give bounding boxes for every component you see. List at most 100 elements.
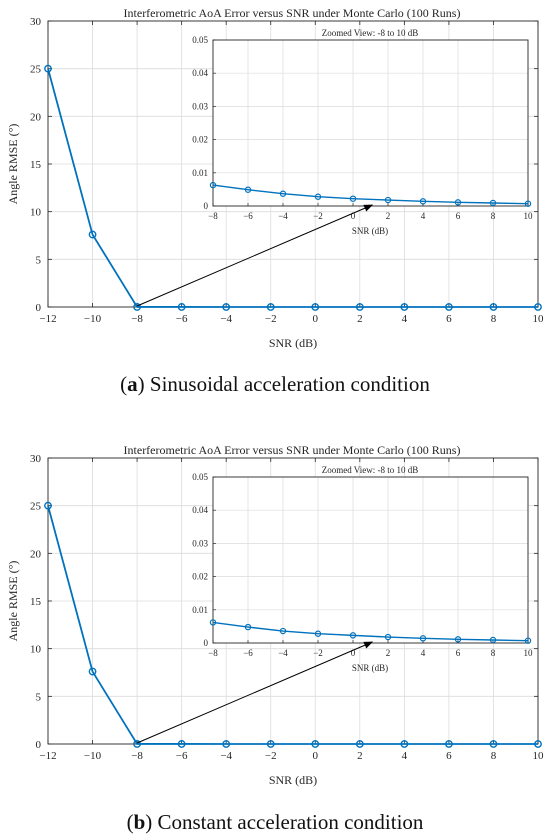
data-point <box>177 740 186 748</box>
x-tick-label: −4 <box>220 313 232 325</box>
x-tick-label: −6 <box>176 750 188 762</box>
inset-data-point <box>279 627 287 635</box>
zoom-arrow <box>136 204 374 307</box>
inset-y-tick-label: 0.01 <box>192 605 208 615</box>
x-axis-label: SNR (dB) <box>269 773 317 787</box>
inset-plot-area <box>213 40 528 206</box>
inset-data-point <box>384 633 392 641</box>
y-tick-label: 20 <box>30 548 42 560</box>
chart-title: Interferometric AoA Error versus SNR und… <box>124 6 461 20</box>
inset-y-tick-label: 0.03 <box>192 101 208 111</box>
inset-x-axis-label: SNR (dB) <box>352 663 388 673</box>
inset-data-point <box>489 636 497 644</box>
data-point <box>266 740 275 748</box>
data-point <box>534 740 542 748</box>
inset-title: Zoomed View: -8 to 10 dB <box>322 28 419 38</box>
inset-x-tick-label: 6 <box>456 211 461 221</box>
data-point <box>88 667 97 676</box>
inset-data-point <box>454 636 462 643</box>
inset-x-tick-label: 2 <box>386 648 391 658</box>
inset-x-tick-label: −4 <box>278 648 288 658</box>
caption-b: (b) Constant acceleration condition <box>126 810 424 834</box>
series-line <box>47 68 539 308</box>
inset-x-tick-label: −2 <box>313 211 323 221</box>
y-tick-label: 25 <box>30 501 42 513</box>
x-tick-label: −4 <box>220 750 232 762</box>
data-point <box>400 740 409 748</box>
data-point <box>489 303 498 311</box>
x-tick-label: −12 <box>39 313 56 325</box>
caption-b-text: Constant acceleration condition <box>152 810 424 834</box>
x-tick-label: −2 <box>265 313 277 325</box>
data-point <box>177 303 186 311</box>
inset-data-point <box>524 200 532 207</box>
x-tick-label: −8 <box>131 313 143 325</box>
inset-x-tick-label: −4 <box>278 211 288 221</box>
x-tick-label: −10 <box>84 313 102 325</box>
caption-a: (a) Sinusoidal acceleration condition <box>120 372 430 396</box>
chart-a: −12 −10 −8 −6 −4 −2 0 2 4 6 8 10051015202530Interfe… <box>6 6 544 350</box>
caption-a-letter: a <box>127 372 138 396</box>
inset-data-point <box>279 190 287 197</box>
inset-y-tick-label: 0.04 <box>192 505 208 515</box>
x-tick-label: 8 <box>491 313 497 325</box>
x-tick-label: 0 <box>313 750 319 762</box>
y-tick-label: 10 <box>30 207 42 219</box>
inset-x-tick-label: 10 <box>524 211 534 221</box>
inset-x-tick-label: 0 <box>351 648 356 658</box>
inset-data-point <box>244 186 252 193</box>
data-point <box>445 303 453 311</box>
inset-data-point <box>489 199 497 207</box>
inset-series-line <box>212 621 529 642</box>
inset-x-tick-label: 6 <box>456 648 461 658</box>
inset-data-point <box>314 630 322 637</box>
inset-y-tick-label: 0.01 <box>192 168 208 178</box>
inset-y-tick-label: 0.03 <box>192 538 208 548</box>
y-tick-label: 5 <box>36 254 42 266</box>
x-tick-label: 4 <box>402 313 408 325</box>
y-tick-label: 30 <box>30 453 42 465</box>
x-tick-label: 4 <box>402 750 408 762</box>
inset-x-tick-label: 2 <box>386 211 391 221</box>
data-point <box>400 303 409 311</box>
x-tick-label: 2 <box>357 750 363 762</box>
y-tick-label: 25 <box>30 64 42 76</box>
inset-x-tick-label: −2 <box>313 648 323 658</box>
inset-y-tick-label: 0.02 <box>192 572 208 582</box>
inset-plot-area <box>213 477 528 643</box>
inset-data-point <box>209 619 217 626</box>
x-tick-label: 10 <box>533 750 545 762</box>
figure-panel-a: −12 −10 −8 −6 −4 −2 0 2 4 6 8 10 0 5 10 15 20 25 30 Interfe… <box>6 6 544 350</box>
caption-b-letter: b <box>133 810 146 834</box>
inset-data-point <box>384 196 392 204</box>
inset-x-tick-label: 4 <box>421 211 426 221</box>
data-point <box>311 740 320 748</box>
inset-data-point <box>419 635 427 642</box>
x-tick-label: 0 <box>313 313 319 325</box>
inset-data-point <box>419 198 427 205</box>
data-point <box>222 740 231 748</box>
x-tick-label: −12 <box>39 750 56 762</box>
inset-series-line <box>212 184 529 205</box>
y-tick-label: 15 <box>30 596 42 608</box>
y-tick-label: 0 <box>36 302 42 314</box>
data-point <box>44 501 52 510</box>
inset-y-tick-label: 0.05 <box>192 35 208 45</box>
inset-y-tick-label: 0 <box>204 201 209 211</box>
inset-title: Zoomed View: -8 to 10 dB <box>322 465 419 475</box>
inset-data-point <box>244 623 252 631</box>
caption-a-text: Sinusoidal acceleration condition <box>144 372 430 396</box>
x-tick-label: −8 <box>131 750 143 762</box>
inset-y-tick-label: 0.02 <box>192 135 208 145</box>
y-tick-label: 30 <box>30 16 42 28</box>
inset-x-tick-label: 4 <box>421 648 426 658</box>
data-point <box>222 303 231 311</box>
inset-x-tick-label: −8 <box>208 648 218 658</box>
y-tick-label: 5 <box>36 691 42 703</box>
data-point <box>534 303 542 311</box>
data-point <box>133 740 141 748</box>
zoom-arrow <box>136 641 374 744</box>
inset-data-point <box>454 199 462 206</box>
y-tick-label: 10 <box>30 644 42 656</box>
data-point <box>489 740 498 748</box>
